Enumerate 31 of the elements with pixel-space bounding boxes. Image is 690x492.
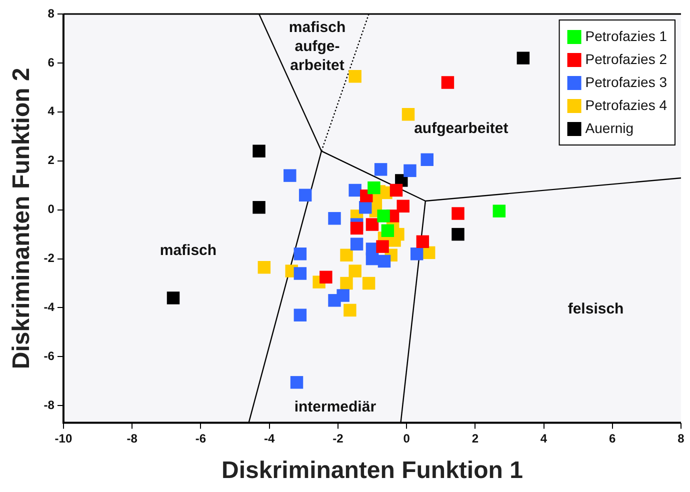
annotation: mafisch aufge- arbeitet: [288, 18, 346, 74]
y-tick-label: -8: [44, 398, 55, 412]
y-tick-label: 6: [48, 55, 55, 70]
annotation: mafisch: [160, 242, 217, 259]
y-tick-label: 2: [48, 153, 55, 168]
y-tick-label: 0: [48, 202, 55, 216]
legend-label: Petrofazies 3: [585, 74, 668, 90]
y-axis-title: Diskriminanten Funktion 2: [8, 68, 36, 370]
legend-label: Petrofazies 2: [585, 50, 668, 67]
x-tick-label: -10: [54, 431, 72, 446]
legend-label: Petrofazies 4: [585, 96, 668, 113]
y-tick-label: -2: [44, 251, 55, 266]
y-tick-label: 8: [48, 6, 55, 20]
x-tick-label: -2: [332, 431, 344, 446]
x-tick-label: 2: [472, 431, 479, 446]
y-tick-label: -6: [44, 349, 55, 364]
y-tick-label: 4: [48, 104, 55, 118]
x-tick-label: -4: [264, 431, 275, 446]
x-tick-label: 8: [678, 431, 685, 446]
legend-label: Auernig: [585, 120, 634, 136]
annotation: felsisch: [568, 300, 624, 318]
x-tick-label: 6: [609, 431, 616, 446]
annotation: aufgearbeitet: [414, 120, 508, 138]
x-axis-title: Diskriminanten Funktion 1: [222, 457, 523, 484]
y-tick-label: -4: [44, 300, 55, 314]
annotation: intermediär: [294, 398, 376, 416]
legend-label: Petrofazies 1: [585, 28, 668, 44]
x-tick-label: -6: [195, 431, 206, 446]
x-tick-label: 0: [403, 431, 410, 446]
x-tick-label: 4: [540, 431, 548, 446]
x-tick-label: -8: [126, 431, 138, 446]
